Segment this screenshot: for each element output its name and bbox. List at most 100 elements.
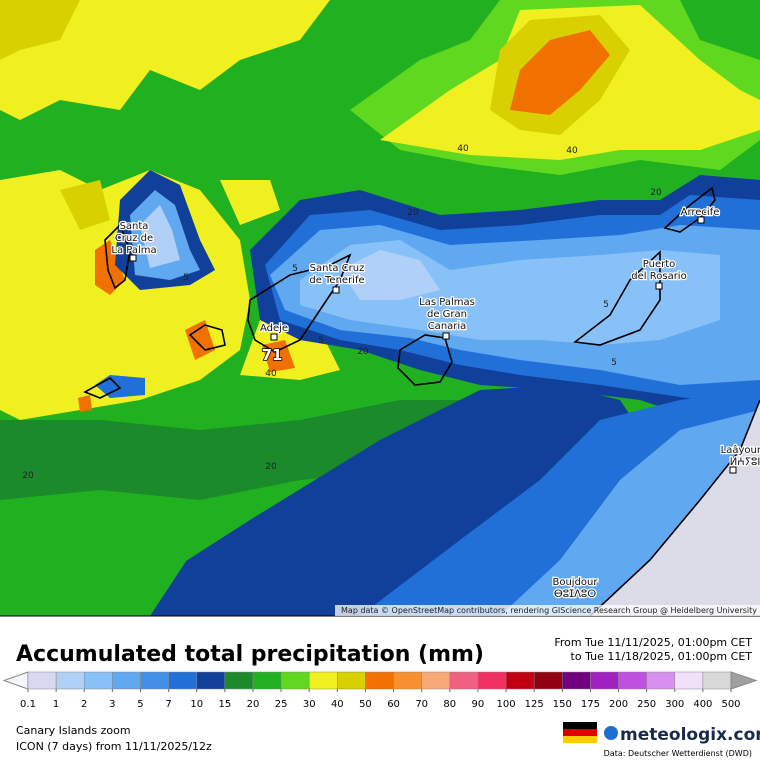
colorbar-box bbox=[702, 671, 732, 690]
colorbar-label: 300 bbox=[665, 699, 684, 710]
place-marker bbox=[270, 333, 278, 341]
contour-label: 20 bbox=[407, 208, 419, 218]
colorbar-label: 7 bbox=[165, 699, 171, 710]
colorbar: 0.1 1 2 3 5 7 10 15 20 25 30 40 50 60 70 80 90 100 125 150 1… bbox=[2, 671, 758, 710]
place-label: Puerto bbox=[643, 259, 676, 270]
place-marker bbox=[655, 282, 663, 290]
title: Accumulated total precipitation (mm) bbox=[16, 642, 484, 667]
colorbar-label: 1 bbox=[53, 699, 59, 710]
place-marker bbox=[129, 254, 137, 262]
colorbar-arrow bbox=[730, 671, 758, 690]
colorbar-label: 175 bbox=[581, 699, 600, 710]
region: Canary Islands zoom bbox=[16, 724, 131, 737]
colorbar-box bbox=[337, 671, 366, 690]
place-marker bbox=[697, 216, 705, 224]
colorbar-box bbox=[646, 671, 676, 690]
place-label: de Tenerife bbox=[309, 275, 364, 286]
colorbar-label: 60 bbox=[387, 699, 400, 710]
place-label: La Palma bbox=[111, 245, 156, 256]
place-marker bbox=[442, 332, 450, 340]
contour-label: 5 bbox=[183, 273, 189, 283]
brand: meteologix.com bbox=[620, 725, 760, 745]
colorbar-box bbox=[112, 671, 141, 690]
place-label: Santa Cruz bbox=[310, 263, 365, 274]
place-label: del Rosario bbox=[631, 271, 686, 282]
model: ICON (7 days) from 11/11/2025/12z bbox=[16, 740, 212, 753]
contour-label: 20 bbox=[22, 471, 34, 481]
colorbar-box bbox=[449, 671, 479, 690]
place-label: Cruz de bbox=[115, 233, 153, 244]
place-label: Laâyoune bbox=[721, 444, 760, 456]
contour-label: 5 bbox=[318, 336, 324, 346]
colorbar-box bbox=[393, 671, 422, 690]
colorbar-label: 80 bbox=[443, 699, 456, 710]
colorbar-box bbox=[477, 671, 507, 690]
contour-label: 40 bbox=[265, 369, 277, 379]
contour-label: 40 bbox=[566, 146, 578, 156]
place-marker bbox=[332, 286, 340, 294]
colorbar-box bbox=[55, 671, 85, 690]
colorbar-label: 70 bbox=[415, 699, 428, 710]
colorbar-box bbox=[533, 671, 563, 690]
contour-label: 5 bbox=[611, 358, 617, 368]
colorbar-label: 5 bbox=[137, 699, 143, 710]
colorbar-label: 30 bbox=[303, 699, 316, 710]
colorbar-box bbox=[168, 671, 197, 690]
max-label: 71 bbox=[262, 346, 283, 364]
colorbar-label: 40 bbox=[331, 699, 344, 710]
colorbar-box bbox=[252, 671, 282, 690]
source: Data: Deutscher Wetterdienst (DWD) bbox=[604, 749, 752, 758]
colorbar-box bbox=[280, 671, 310, 690]
attribution: Map data © OpenStreetMap contributors, r… bbox=[341, 606, 757, 615]
contour-label: 20 bbox=[650, 188, 662, 198]
place-label: Arrecife bbox=[681, 207, 720, 218]
colorbar-label: 150 bbox=[553, 699, 572, 710]
colorbar-box bbox=[590, 671, 619, 690]
contour-label: 5 bbox=[603, 300, 609, 310]
colorbar-box bbox=[83, 671, 113, 690]
colorbar-box bbox=[365, 671, 394, 690]
place-label: de Gran bbox=[427, 309, 467, 320]
place-label: Santa bbox=[120, 221, 149, 232]
colorbar-label: 125 bbox=[525, 699, 544, 710]
contour-label: 5 bbox=[292, 264, 298, 274]
colorbar-label: 10 bbox=[190, 699, 203, 710]
colorbar-box bbox=[308, 671, 338, 690]
place-marker bbox=[729, 466, 737, 474]
place-label: ⴱⵓⵊⴷⵓⵔ bbox=[554, 589, 596, 600]
colorbar-label: 500 bbox=[721, 699, 740, 710]
colorbar-box bbox=[674, 671, 704, 690]
colorbar-arrow bbox=[2, 671, 29, 690]
colorbar-box bbox=[196, 671, 226, 690]
contour-label: 40 bbox=[457, 144, 469, 154]
colorbar-label: 50 bbox=[359, 699, 372, 710]
contour-label: 20 bbox=[265, 462, 277, 472]
colorbar-box bbox=[618, 671, 647, 690]
colorbar-box bbox=[562, 671, 591, 690]
colorbar-label: 25 bbox=[275, 699, 288, 710]
logo bbox=[604, 726, 618, 740]
colorbar-box bbox=[27, 671, 57, 690]
colorbar-box bbox=[224, 671, 254, 690]
colorbar-label: 90 bbox=[472, 699, 485, 710]
period-to: to Tue 11/18/2025, 01:00pm CET bbox=[571, 650, 753, 663]
contour-label: 20 bbox=[357, 347, 369, 357]
colorbar-label: 15 bbox=[218, 699, 231, 710]
colorbar-label: 2 bbox=[81, 699, 87, 710]
colorbar-box bbox=[140, 671, 169, 690]
colorbar-label: 200 bbox=[609, 699, 628, 710]
place-label: Boujdour bbox=[552, 577, 598, 588]
place-label: Las Palmas bbox=[419, 297, 475, 308]
place-label: Canaria bbox=[428, 321, 467, 332]
place-label: Adeje bbox=[260, 323, 288, 334]
colorbar-label: 100 bbox=[496, 699, 515, 710]
colorbar-label: 3 bbox=[109, 699, 115, 710]
colorbar-label: 20 bbox=[247, 699, 260, 710]
colorbar-label: 0.1 bbox=[20, 699, 36, 710]
period-from: From Tue 11/11/2025, 01:00pm CET bbox=[554, 636, 752, 649]
colorbar-label: 250 bbox=[637, 699, 656, 710]
place-label: ⵍⵄⵢⵓⵏ bbox=[730, 457, 760, 468]
colorbar-label: 400 bbox=[693, 699, 712, 710]
